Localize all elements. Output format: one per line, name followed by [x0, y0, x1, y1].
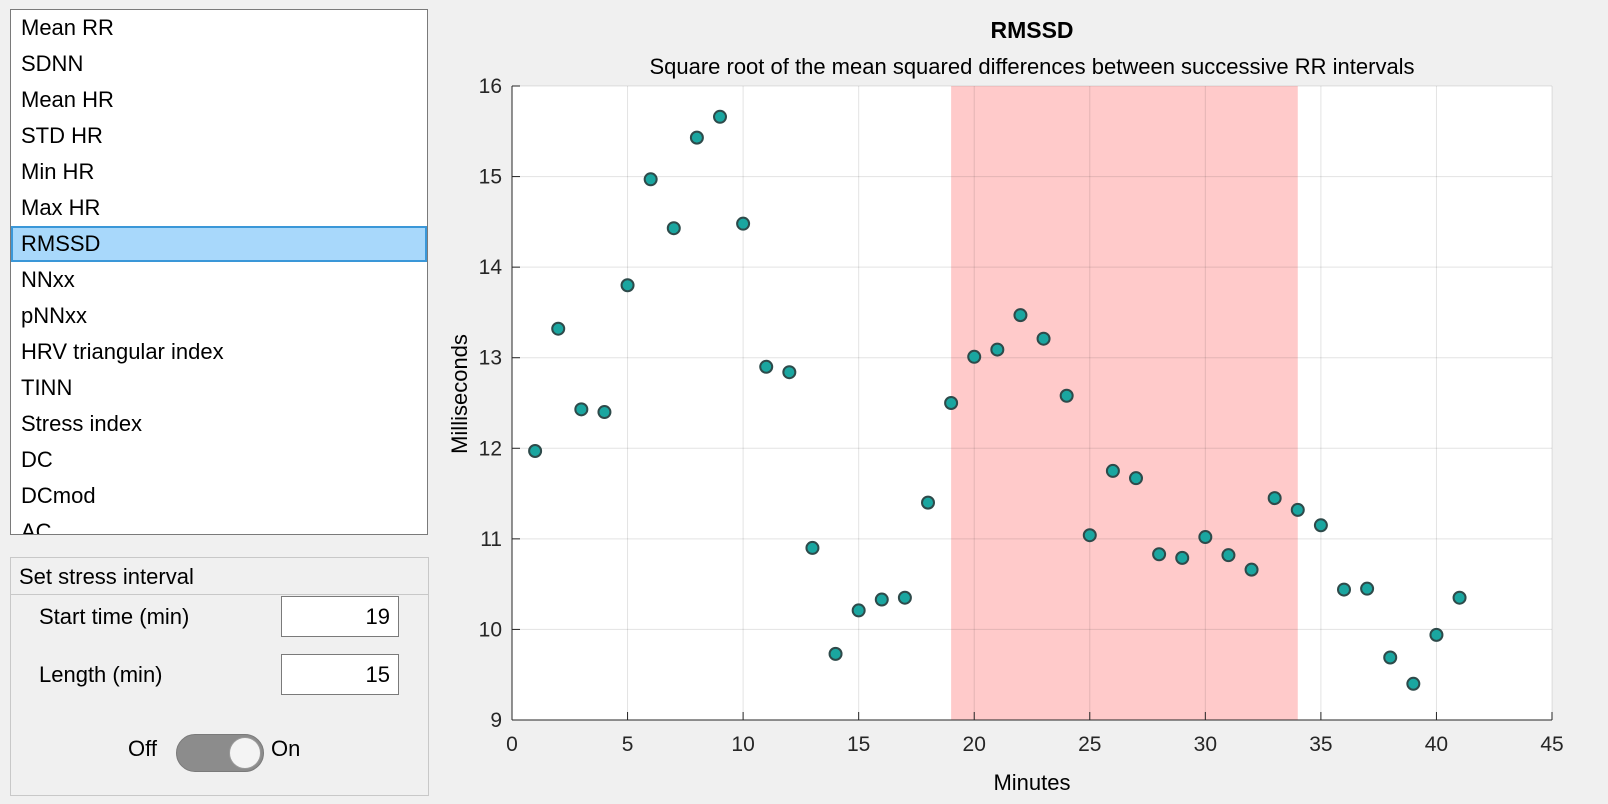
data-point	[736, 216, 751, 231]
list-item[interactable]: NNxx	[21, 267, 75, 292]
length-input[interactable]	[281, 654, 399, 695]
data-point	[713, 109, 727, 124]
list-item[interactable]: STD HR	[21, 123, 103, 148]
data-point	[1082, 528, 1097, 543]
data-point	[782, 365, 797, 380]
data-point	[597, 405, 612, 420]
x-tick-label: 20	[963, 733, 986, 756]
start-time-input[interactable]	[281, 596, 399, 637]
y-axis-label: Milliseconds	[447, 334, 472, 454]
list-item[interactable]: pNNxx	[21, 303, 88, 328]
list-item[interactable]: Max HR	[21, 195, 101, 220]
data-point	[828, 646, 843, 661]
length-label: Length (min)	[39, 662, 163, 687]
data-point	[1198, 530, 1213, 545]
data-point	[1313, 518, 1328, 533]
y-tick-label: 11	[480, 528, 502, 551]
toggle-on-label: On	[271, 736, 301, 761]
data-point	[1013, 308, 1028, 323]
data-point	[759, 359, 774, 374]
y-tick-label: 13	[479, 347, 502, 370]
data-point	[1175, 550, 1190, 565]
data-point	[851, 603, 866, 618]
metric-listbox[interactable]: Mean RR SDNN Mean HR STD HR Min HR Max HR RMSS…	[10, 9, 428, 535]
data-point	[574, 402, 589, 417]
data-point	[1429, 627, 1444, 642]
data-point	[689, 130, 704, 145]
stress-toggle-switch[interactable]	[176, 734, 264, 772]
list-item[interactable]: Min HR	[21, 159, 95, 184]
data-point	[1105, 463, 1120, 478]
data-point	[1244, 562, 1259, 577]
chart-subtitle: Square root of the mean squared differen…	[649, 54, 1414, 79]
x-tick-label: 45	[1540, 733, 1563, 756]
panel-title: Set stress interval	[11, 558, 428, 595]
data-point	[1152, 547, 1167, 562]
x-tick-label: 10	[731, 733, 754, 756]
data-point	[874, 592, 889, 607]
y-tick-label: 10	[479, 618, 502, 641]
start-time-label: Start time (min)	[39, 604, 190, 629]
data-point	[1221, 548, 1236, 563]
list-item[interactable]: HRV triangular index	[21, 339, 224, 364]
plot-area	[512, 86, 1552, 720]
data-point	[1337, 582, 1351, 597]
x-tick-label: 15	[847, 733, 870, 756]
y-tick-label: 12	[479, 437, 502, 460]
data-point	[921, 495, 935, 510]
list-item[interactable]: RMSSD	[11, 226, 427, 262]
data-point	[1290, 502, 1305, 517]
data-point	[1452, 590, 1467, 605]
x-tick-label: 25	[1078, 733, 1101, 756]
stress-interval-panel: Set stress interval Start time (min) Len…	[10, 557, 429, 796]
list-item[interactable]: DCmod	[21, 483, 96, 508]
data-point	[528, 444, 543, 459]
data-point	[805, 540, 820, 555]
data-point	[944, 396, 959, 410]
data-point	[1406, 676, 1421, 691]
data-point	[1267, 491, 1282, 506]
list-item[interactable]: TINN	[21, 375, 73, 400]
list-item[interactable]: SDNN	[21, 51, 84, 76]
x-tick-label: 5	[622, 733, 634, 756]
rmssd-chart: RMSSD Square root of the mean squared di…	[447, 17, 1564, 795]
data-point	[1360, 581, 1375, 596]
data-point	[1036, 331, 1051, 346]
x-axis-label: Minutes	[993, 770, 1070, 795]
list-item[interactable]: Mean HR	[21, 87, 114, 112]
data-point	[666, 221, 681, 236]
list-item[interactable]: Mean RR	[21, 15, 114, 40]
x-tick-label: 30	[1194, 733, 1217, 756]
data-point	[1129, 471, 1143, 486]
y-tick-label: 14	[479, 256, 503, 279]
data-point	[990, 342, 1005, 357]
list-item[interactable]: AC	[21, 519, 52, 535]
chart-title: RMSSD	[990, 17, 1073, 43]
data-point	[1059, 388, 1074, 403]
x-tick-label: 35	[1309, 733, 1332, 756]
toggle-off-label: Off	[128, 736, 157, 761]
list-item[interactable]: Stress index	[21, 411, 143, 436]
data-point	[1383, 650, 1398, 665]
toggle-knob[interactable]	[229, 737, 261, 769]
x-tick-label: 0	[506, 733, 518, 756]
list-item[interactable]: DC	[21, 447, 53, 472]
x-tick-label: 40	[1425, 733, 1448, 756]
data-point	[897, 590, 912, 605]
y-tick-label: 9	[490, 709, 502, 732]
y-tick-label: 16	[479, 75, 502, 98]
data-point	[967, 349, 982, 364]
y-tick-label: 15	[479, 166, 502, 189]
stress-interval-highlight	[951, 86, 1298, 720]
data-point	[551, 321, 566, 336]
data-point	[643, 172, 658, 187]
data-point	[620, 278, 635, 293]
